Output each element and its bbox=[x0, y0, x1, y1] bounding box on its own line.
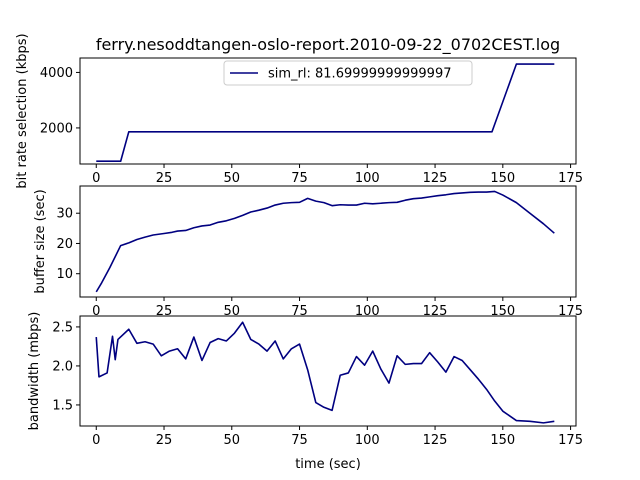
x-tick-label: 150 bbox=[490, 304, 515, 319]
x-tick-label: 100 bbox=[355, 171, 380, 186]
x-tick-label: 75 bbox=[291, 304, 308, 319]
series-line-1-1 bbox=[96, 63, 555, 163]
series-line-2-1 bbox=[95, 190, 555, 293]
chart-title: ferry.nesoddtangen-oslo-report.2010-09-2… bbox=[96, 35, 560, 55]
x-axis-label: time (sec) bbox=[295, 457, 361, 472]
x-tick-label: 25 bbox=[156, 171, 173, 186]
x-tick-label: 50 bbox=[224, 171, 241, 186]
y-tick-label: 30 bbox=[56, 207, 73, 222]
subplot-3: 0 25 50 75 100 125 150 175 1.5 2.0 2.5 bandwidth (m… bbox=[27, 312, 583, 472]
x-tick-label: 75 bbox=[291, 171, 308, 186]
plot-frame bbox=[79, 315, 577, 427]
y-tick-label: 2000 bbox=[40, 121, 73, 136]
x-tick-label: 175 bbox=[558, 433, 583, 448]
y-axis-label: bit rate selection (kbps) bbox=[15, 33, 30, 188]
x-tick-label: 150 bbox=[490, 433, 515, 448]
x-tick-label: 50 bbox=[224, 304, 241, 319]
y-axis-label: buffer size (sec) bbox=[33, 189, 48, 293]
legend-box bbox=[223, 60, 473, 86]
x-tick-label: 25 bbox=[156, 433, 173, 448]
x-tick-label: 175 bbox=[558, 304, 583, 319]
x-tick-label: 0 bbox=[92, 171, 100, 186]
x-tick-label: 100 bbox=[355, 304, 380, 319]
legend: sim_rl: 81.69999999999997 bbox=[223, 60, 473, 86]
x-tick-label: 25 bbox=[156, 304, 173, 319]
plot-frame bbox=[79, 185, 577, 298]
x-tick-label: 125 bbox=[423, 171, 448, 186]
x-tick-label: 0 bbox=[92, 433, 100, 448]
legend-entry-label: sim_rl: 81.69999999999997 bbox=[268, 67, 452, 82]
y-tick-label: 20 bbox=[56, 237, 73, 252]
y-tick-label: 2.0 bbox=[52, 359, 73, 374]
y-tick-label: 4000 bbox=[40, 66, 73, 81]
x-tick-label: 150 bbox=[490, 171, 515, 186]
y-tick-label: 1.5 bbox=[52, 398, 73, 413]
y-axis-label: bandwidth (mbps) bbox=[27, 312, 42, 431]
subplot-2: 0 25 50 75 100 125 150 175 10 20 30 buffer size (se… bbox=[33, 185, 583, 319]
plot-frame bbox=[79, 57, 577, 165]
x-tick-label: 75 bbox=[291, 433, 308, 448]
x-tick-label: 50 bbox=[224, 433, 241, 448]
x-tick-label: 100 bbox=[355, 433, 380, 448]
x-tick-label: 125 bbox=[423, 433, 448, 448]
series-line-3-1 bbox=[95, 321, 555, 424]
x-tick-label: 125 bbox=[423, 304, 448, 319]
y-tick-label: 2.5 bbox=[52, 320, 73, 335]
y-tick-label: 10 bbox=[56, 267, 73, 282]
subplot-1: 0 25 50 75 100 125 150 175 2000 4000 bit rate sele… bbox=[15, 33, 583, 188]
x-tick-label: 0 bbox=[92, 304, 100, 319]
x-tick-label: 175 bbox=[558, 171, 583, 186]
